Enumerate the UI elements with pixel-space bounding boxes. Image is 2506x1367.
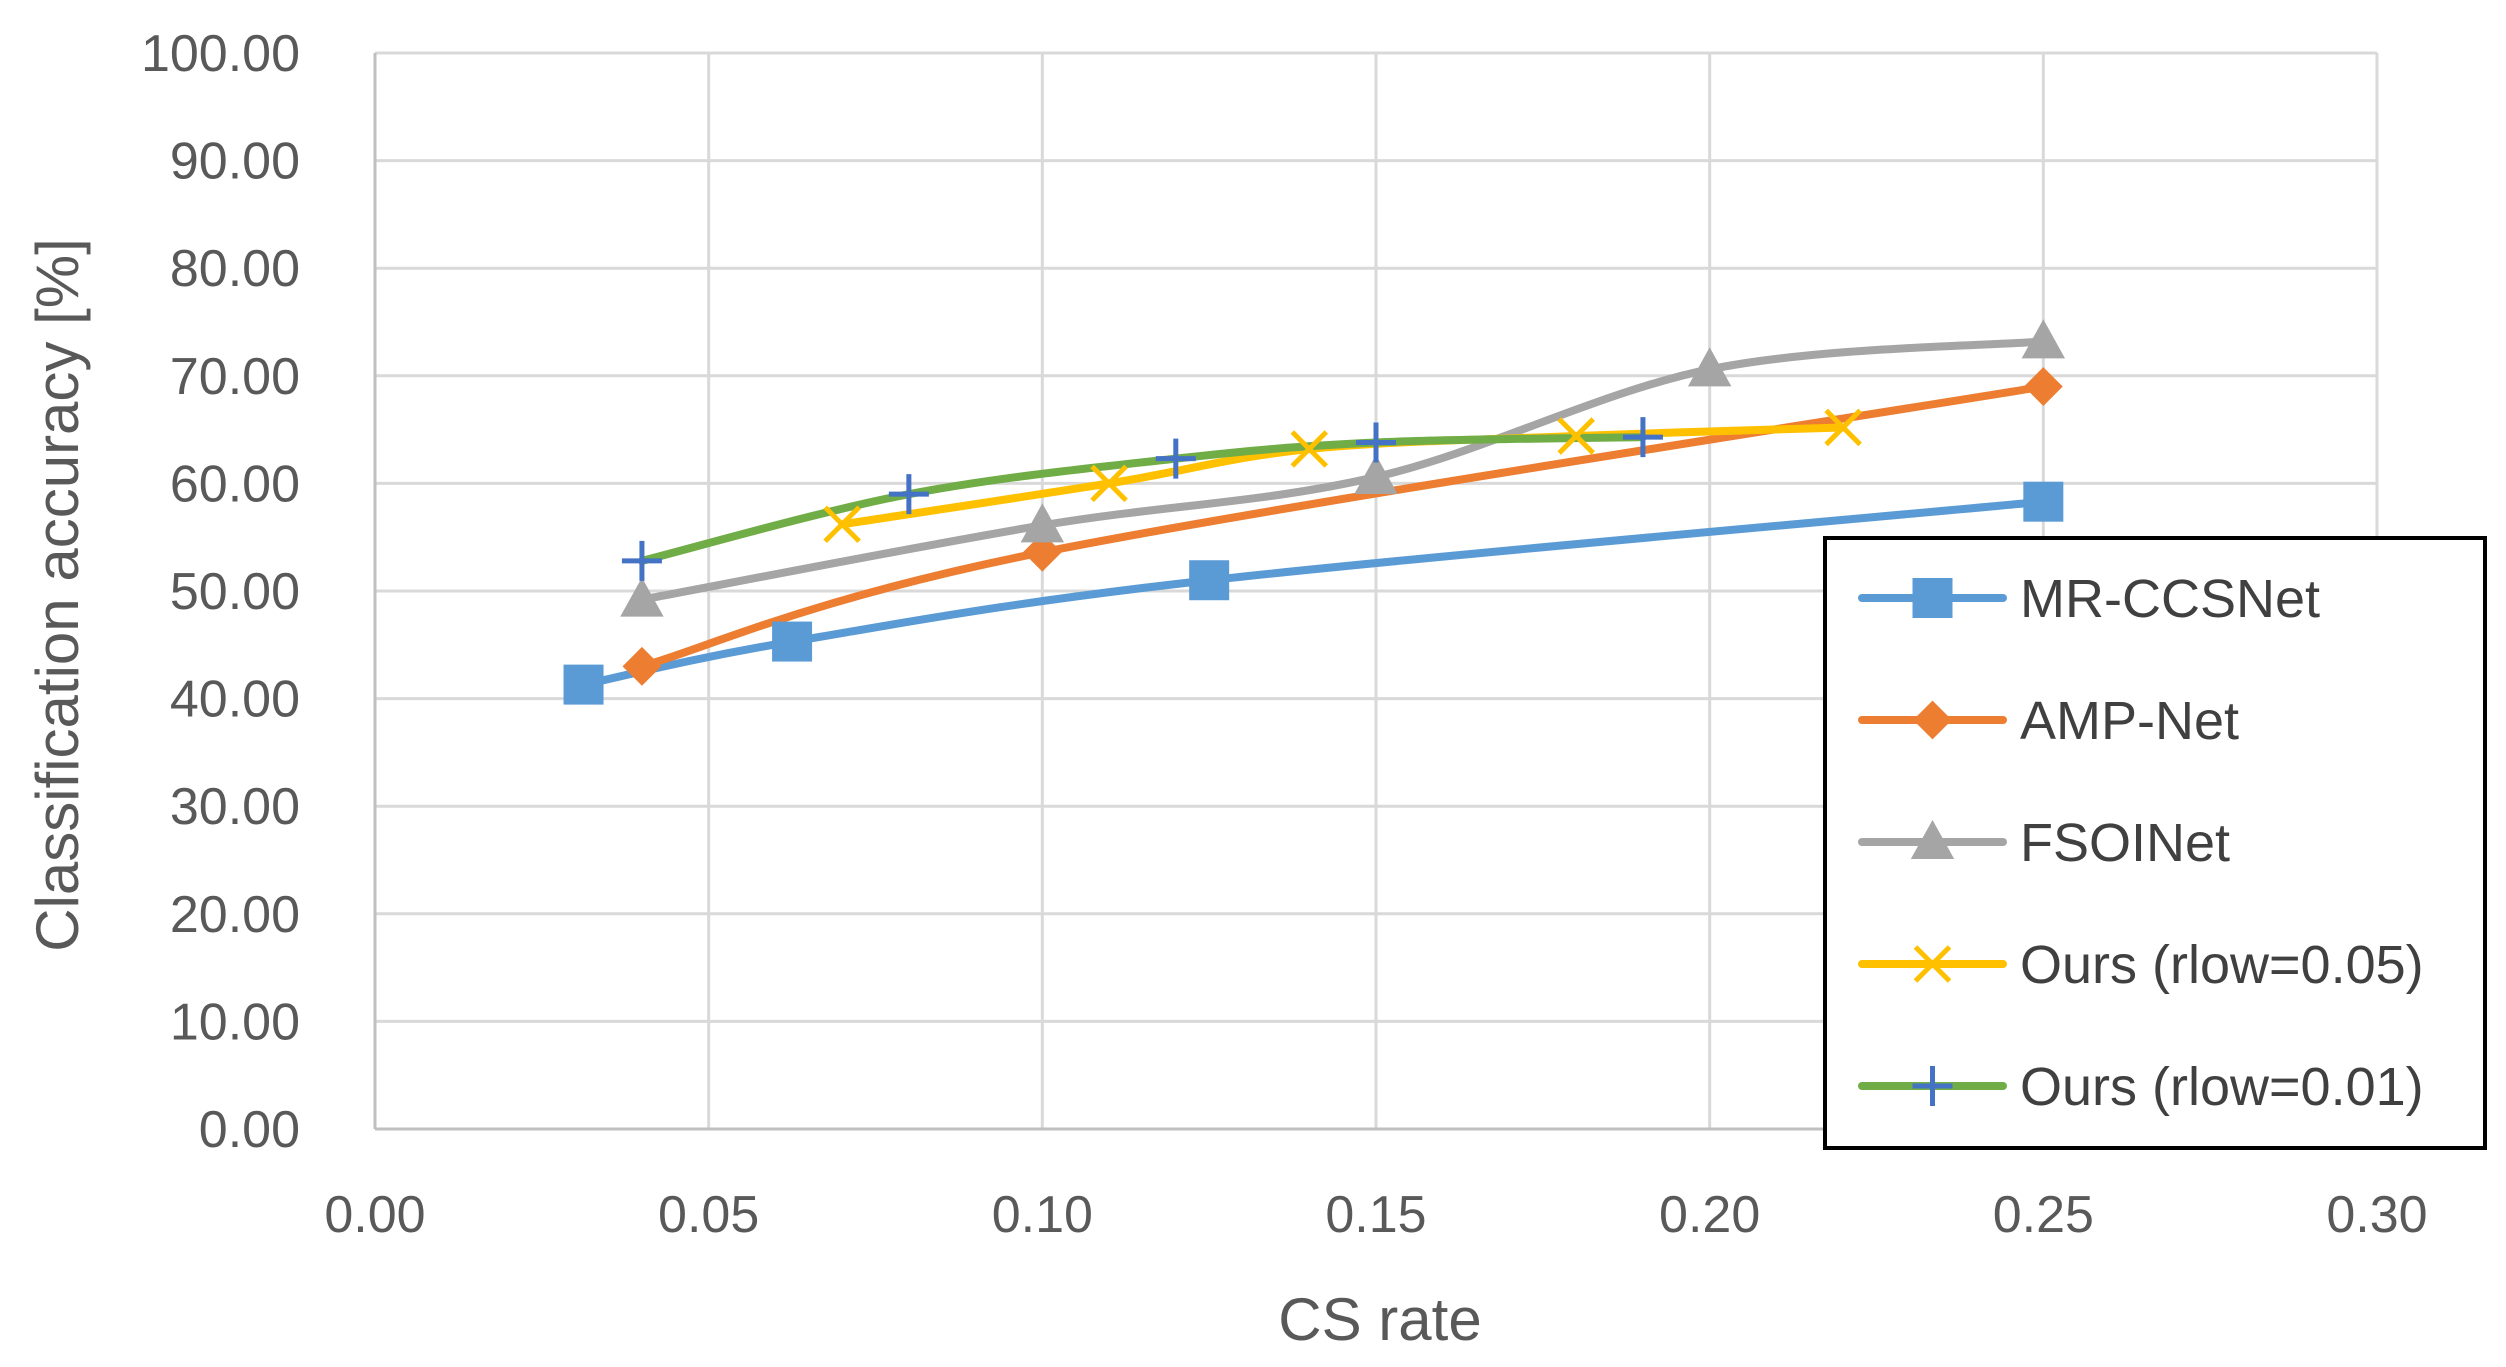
y-tick-label: 50.00	[170, 563, 300, 621]
data-point-mr-ccsnet	[772, 621, 813, 662]
data-point-ours-rlow-0-01	[1622, 417, 1663, 458]
legend-marker-fsoinet	[1910, 819, 1955, 859]
data-point-mr-ccsnet	[1189, 560, 1230, 601]
legend-label-ours-rlow-0-05: Ours (rlow=0.05)	[2020, 935, 2424, 995]
legend-items: MR-CCSNet AMP-Net FSOINet Ours (rlow=0.05) O…	[1858, 569, 2424, 1117]
data-point-ours-rlow-0-01	[1356, 422, 1396, 463]
legend-box	[1823, 536, 2487, 1150]
y-tick-label: 80.00	[170, 240, 300, 298]
data-point-ours-rlow-0-01	[1155, 438, 1196, 479]
series-markers	[563, 319, 2066, 705]
x-tick-label: 0.05	[658, 1186, 759, 1244]
data-point-ours-rlow-0-05	[823, 505, 861, 544]
data-point-amp-net	[1022, 532, 1062, 572]
data-point-mr-ccsnet	[563, 664, 604, 705]
legend-marker-amp-net	[1913, 700, 1952, 740]
y-tick-label: 70.00	[170, 348, 300, 406]
legend-label-mr-ccsnet: MR-CCSNet	[2020, 569, 2320, 629]
data-point-ours-rlow-0-05	[1557, 417, 1595, 455]
x-tick-label: 0.25	[1993, 1186, 2094, 1244]
data-point-ours-rlow-0-05	[1290, 430, 1329, 468]
x-tick-label: 0.15	[1325, 1186, 1426, 1244]
data-point-amp-net	[2023, 367, 2063, 406]
x-tick-label: 0.00	[324, 1186, 425, 1244]
data-point-ours-rlow-0-05	[1090, 464, 1128, 503]
data-point-fsoinet	[2021, 319, 2066, 359]
y-axis-title: Classification accuracy [%]	[24, 238, 91, 952]
legend-marker-mr-ccsnet	[1912, 578, 1953, 618]
data-point-fsoinet	[1687, 347, 1732, 387]
legend-label-amp-net: AMP-Net	[2020, 691, 2239, 751]
data-point-ours-rlow-0-01	[621, 540, 662, 581]
y-tick-label: 10.00	[170, 993, 300, 1051]
legend-marker-ours-rlow-0-05	[1913, 945, 1952, 983]
data-point-ours-rlow-0-01	[888, 474, 929, 515]
y-tick-label: 20.00	[170, 886, 300, 944]
data-point-fsoinet	[620, 577, 664, 617]
y-tick-label: 100.00	[141, 25, 300, 83]
y-tick-label: 90.00	[170, 133, 300, 191]
legend-marker-ours-rlow-0-01	[1912, 1066, 1953, 1106]
y-tick-label: 30.00	[170, 778, 300, 836]
legend-label-ours-rlow-0-01: Ours (rlow=0.01)	[2020, 1057, 2424, 1117]
series-line-mr-ccsnet	[579, 497, 2048, 689]
x-tick-label: 0.30	[2326, 1186, 2427, 1244]
y-tick-label: 60.00	[170, 455, 300, 513]
data-point-ours-rlow-0-05	[1824, 408, 1862, 447]
legend: MR-CCSNet AMP-Net FSOINet Ours (rlow=0.05) O…	[1823, 536, 2487, 1150]
tick-labels: 0.00 10.00 20.00 30.00 40.00 50.00 60.00 70.00 8…	[141, 25, 2428, 1244]
x-tick-label: 0.10	[992, 1186, 1093, 1244]
data-point-fsoinet	[1354, 454, 1398, 494]
data-point-fsoinet	[1020, 503, 1065, 543]
data-point-amp-net	[622, 646, 662, 686]
data-point-mr-ccsnet	[2023, 481, 2064, 522]
y-tick-label: 0.00	[199, 1101, 300, 1159]
y-tick-label: 40.00	[170, 671, 300, 729]
x-tick-label: 0.20	[1659, 1186, 1760, 1244]
legend-label-fsoinet: FSOINet	[2020, 813, 2230, 873]
x-axis-title: CS rate	[1278, 1286, 1481, 1353]
